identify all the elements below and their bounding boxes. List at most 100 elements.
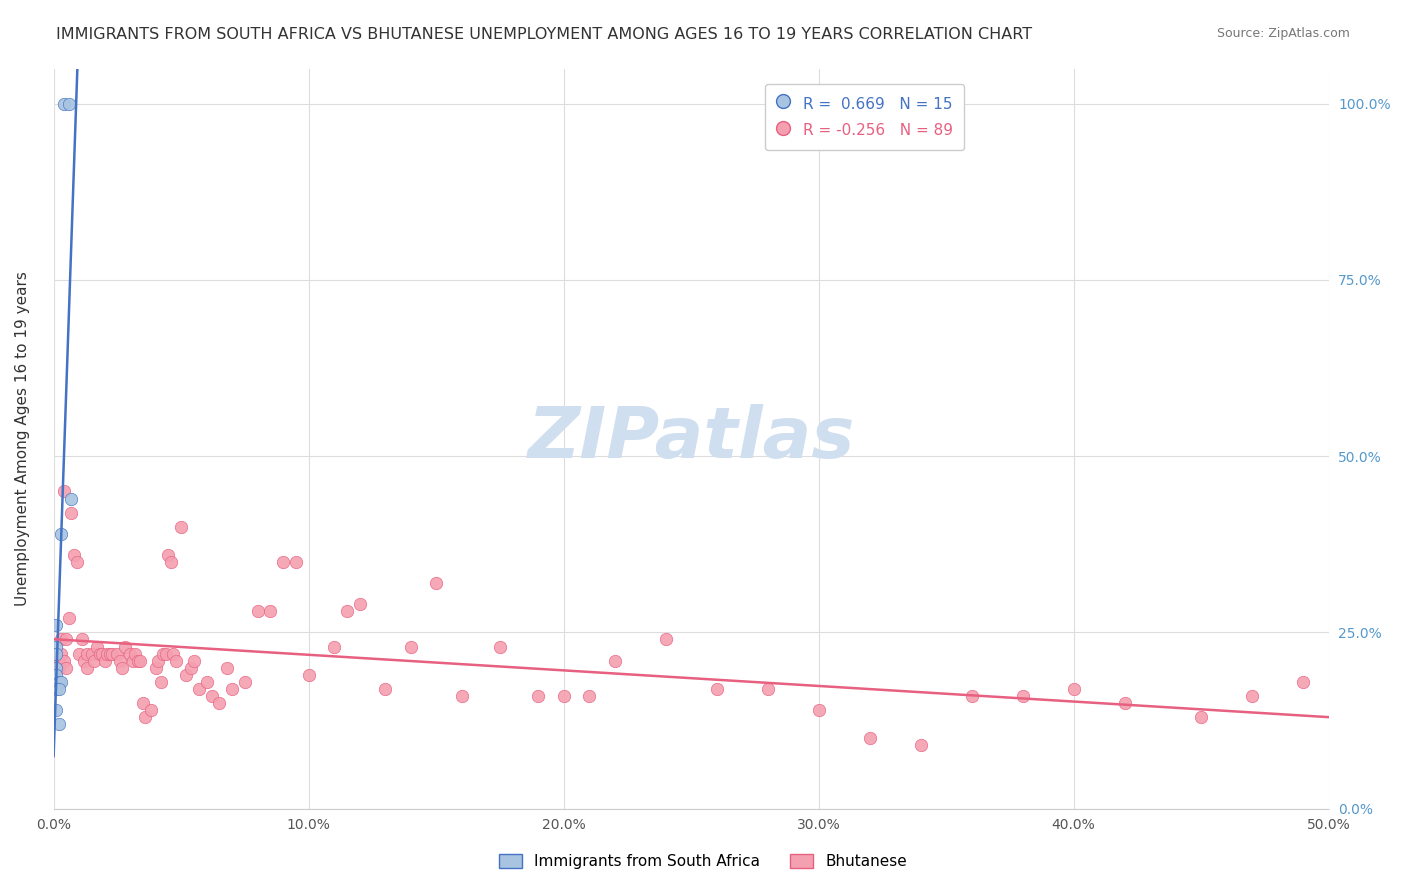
Point	[706, 681, 728, 696]
Text: ZIPatlas: ZIPatlas	[527, 404, 855, 473]
Point	[807, 703, 830, 717]
Point	[960, 689, 983, 703]
Point	[374, 681, 396, 696]
Point	[201, 689, 224, 703]
Point	[45, 667, 67, 681]
Point	[60, 491, 83, 506]
Point	[58, 611, 80, 625]
Point	[259, 604, 281, 618]
Point	[67, 647, 90, 661]
Point	[195, 674, 218, 689]
Point	[425, 576, 447, 591]
Point	[124, 647, 146, 661]
Point	[180, 661, 202, 675]
Point	[1114, 696, 1136, 710]
Point	[215, 661, 238, 675]
Point	[1292, 674, 1315, 689]
Point	[399, 640, 422, 654]
Point	[111, 661, 134, 675]
Point	[89, 647, 111, 661]
Point	[98, 647, 121, 661]
Point	[48, 681, 70, 696]
Point	[129, 654, 152, 668]
Point	[52, 654, 75, 668]
Point	[149, 674, 172, 689]
Point	[45, 647, 67, 661]
Point	[70, 632, 93, 647]
Point	[76, 661, 98, 675]
Point	[139, 703, 162, 717]
Text: IMMIGRANTS FROM SOUTH AFRICA VS BHUTANESE UNEMPLOYMENT AMONG AGES 16 TO 19 YEARS: IMMIGRANTS FROM SOUTH AFRICA VS BHUTANES…	[56, 27, 1032, 42]
Point	[80, 647, 103, 661]
Point	[96, 647, 118, 661]
Point	[121, 654, 143, 668]
Point	[271, 555, 294, 569]
Point	[55, 632, 77, 647]
Point	[349, 597, 371, 611]
Point	[127, 654, 149, 668]
Point	[145, 661, 167, 675]
Point	[221, 681, 243, 696]
Point	[86, 640, 108, 654]
Point	[45, 703, 67, 717]
Point	[1011, 689, 1033, 703]
Point	[73, 654, 96, 668]
Point	[146, 654, 169, 668]
Point	[93, 654, 115, 668]
Point	[183, 654, 205, 668]
Point	[51, 632, 73, 647]
Point	[284, 555, 307, 569]
Point	[165, 654, 187, 668]
Point	[45, 647, 67, 661]
Point	[603, 654, 626, 668]
Point	[48, 717, 70, 731]
Point	[55, 661, 77, 675]
Point	[323, 640, 346, 654]
Point	[1063, 681, 1085, 696]
Point	[45, 661, 67, 675]
Point	[52, 484, 75, 499]
Point	[910, 738, 932, 752]
Point	[63, 548, 86, 562]
Point	[48, 674, 70, 689]
Text: Source: ZipAtlas.com: Source: ZipAtlas.com	[1216, 27, 1350, 40]
Point	[208, 696, 231, 710]
Point	[1189, 710, 1212, 724]
Point	[162, 647, 184, 661]
Point	[101, 647, 124, 661]
Point	[60, 506, 83, 520]
Point	[188, 681, 211, 696]
Point	[83, 654, 105, 668]
Point	[48, 654, 70, 668]
Point	[756, 681, 779, 696]
Point	[45, 640, 67, 654]
Legend: Immigrants from South Africa, Bhutanese: Immigrants from South Africa, Bhutanese	[492, 848, 914, 875]
Point	[52, 96, 75, 111]
Point	[174, 667, 197, 681]
Point	[105, 647, 128, 661]
Point	[114, 640, 136, 654]
Point	[160, 555, 183, 569]
Point	[1241, 689, 1264, 703]
Point	[450, 689, 472, 703]
Point	[336, 604, 359, 618]
Point	[65, 555, 87, 569]
Point	[51, 526, 73, 541]
Point	[91, 647, 114, 661]
Point	[51, 647, 73, 661]
Point	[578, 689, 600, 703]
Point	[45, 681, 67, 696]
Legend: R =  0.669   N = 15, R = -0.256   N = 89: R = 0.669 N = 15, R = -0.256 N = 89	[765, 84, 965, 150]
Point	[859, 731, 882, 746]
Point	[170, 519, 193, 533]
Point	[246, 604, 269, 618]
Point	[76, 647, 98, 661]
Point	[134, 710, 156, 724]
Point	[654, 632, 676, 647]
Point	[108, 654, 131, 668]
Point	[120, 647, 142, 661]
Point	[45, 618, 67, 632]
Point	[233, 674, 256, 689]
Y-axis label: Unemployment Among Ages 16 to 19 years: Unemployment Among Ages 16 to 19 years	[15, 271, 30, 606]
Point	[553, 689, 575, 703]
